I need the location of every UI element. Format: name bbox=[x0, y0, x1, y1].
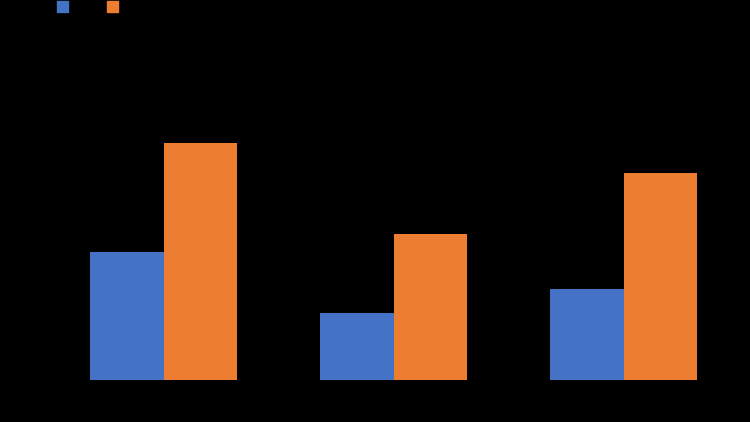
Bar bbox=[550, 289, 623, 380]
Bar bbox=[164, 143, 238, 380]
Bar bbox=[623, 173, 698, 380]
Bar bbox=[320, 313, 394, 380]
Legend:  ,  : , bbox=[53, 0, 130, 18]
Bar bbox=[90, 252, 164, 380]
Bar bbox=[394, 234, 467, 380]
